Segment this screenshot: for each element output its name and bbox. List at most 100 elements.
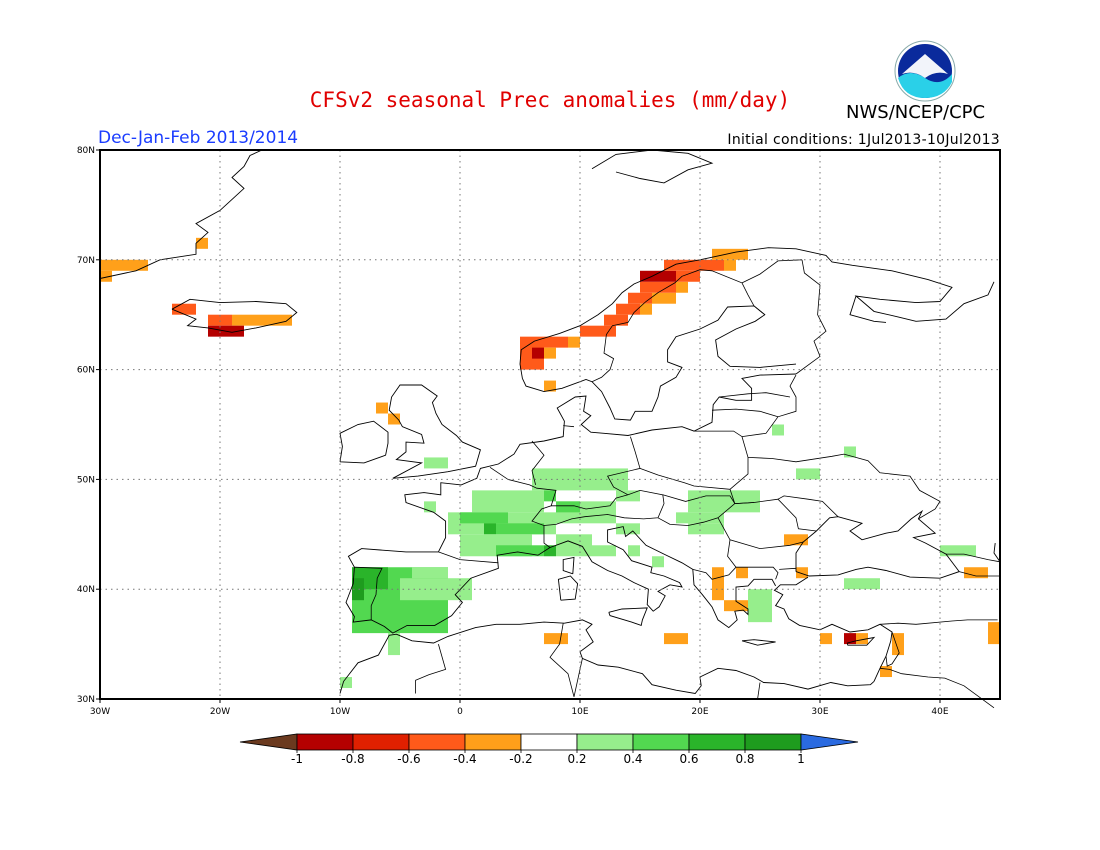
legend-box-2 (352, 733, 410, 751)
coastline-12 (562, 556, 575, 575)
chart-title: CFSv2 seasonal Prec anomalies (mm/day) (309, 88, 791, 112)
anomaly-cell-1 (100, 270, 112, 282)
initial-conditions-label: Initial conditions: 1Jul2013-10Jul2013 (727, 132, 1000, 148)
legend-label-4: -0.2 (509, 752, 532, 766)
anomaly-cell-35 (544, 490, 556, 502)
border-13 (736, 566, 779, 580)
border-10 (734, 502, 755, 504)
border-12 (692, 539, 737, 580)
border-5 (543, 489, 665, 526)
border-29 (573, 658, 583, 697)
border-23 (879, 619, 998, 625)
anomaly-cell-74 (892, 633, 904, 656)
season-label: Dec-Jan-Feb 2013/2014 (98, 128, 299, 148)
grid-lines (100, 150, 1000, 699)
coastline-17 (847, 636, 876, 646)
legend-box-4 (464, 733, 522, 751)
legend-arrow-left (239, 733, 298, 751)
legend-box-5 (520, 733, 578, 751)
anomaly-cell-55 (844, 578, 880, 590)
border-16 (741, 374, 797, 437)
anomaly-cell-22 (664, 259, 724, 271)
anomaly-cell-9 (544, 336, 568, 348)
anomaly-cell-14 (616, 303, 640, 315)
anomaly-cell-18 (640, 281, 676, 293)
coastline-3 (388, 384, 481, 479)
anomaly-cell-53 (844, 446, 856, 458)
legend-label-0: -1 (291, 752, 303, 766)
tick-label-lon-5: 20E (691, 707, 708, 717)
anomaly-cell-44 (592, 545, 616, 557)
coastline-1 (99, 149, 263, 279)
legend-arrow-right (800, 733, 859, 751)
anomaly-cell-62 (340, 677, 352, 689)
anomaly-cell-42 (544, 545, 556, 557)
tick-label-lat-1: 40N (77, 585, 95, 595)
border-24 (885, 631, 900, 667)
anomaly-cell-38 (616, 490, 640, 502)
anomaly-cell-27 (388, 413, 400, 425)
anomaly-cell-54 (940, 545, 976, 557)
anomaly-cell-17 (640, 303, 652, 315)
tick-label-lon-0: 30W (90, 707, 110, 717)
legend-labels: -1 -0.8 -0.6 -0.4 -0.2 0.2 0.4 0.6 0.8 1 (291, 750, 805, 766)
legend-box-8 (688, 733, 746, 751)
legend-box-3 (408, 733, 466, 751)
border-4 (563, 425, 575, 428)
anomaly-cell-5 (232, 314, 292, 326)
anomaly-cell-2 (196, 237, 208, 249)
anomaly-cell-61 (388, 633, 400, 656)
coastline-9 (549, 526, 776, 629)
border-15 (747, 453, 941, 520)
tick-label-lat-3: 60N (77, 366, 95, 376)
anomaly-cell-12 (580, 325, 616, 337)
border-30 (549, 623, 575, 697)
tick-label-lat-2: 50N (77, 475, 95, 485)
anomaly-cell-50 (688, 523, 724, 535)
anomaly-cell-10 (568, 336, 580, 348)
border-21 (741, 259, 803, 284)
anomaly-cell-4 (208, 314, 232, 326)
legend-box-7 (632, 733, 690, 751)
legend-label-8: 0.8 (735, 752, 754, 766)
anomaly-cell-46 (652, 556, 664, 568)
border-11 (717, 517, 804, 550)
tick-label-lat-4: 70N (77, 256, 95, 266)
anomaly-cell-20 (640, 270, 676, 282)
border-27 (946, 553, 1001, 563)
border-19 (795, 259, 827, 375)
anomaly-cell-13 (604, 314, 628, 326)
anomaly-cell-28 (424, 457, 448, 469)
anomaly-cell-73 (856, 633, 868, 645)
axis-ticks: 30W 20W 10W 0 10E 20E 30E 40E 30N 40N 50N 60N 70N 80N (77, 146, 949, 717)
anomaly-cell-37 (556, 501, 580, 513)
anomaly-cell-16 (652, 292, 676, 304)
coastline-11 (557, 575, 579, 601)
legend-label-3: -0.4 (453, 752, 476, 766)
legend-label-7: 0.6 (679, 752, 698, 766)
anomaly-cell-43 (556, 534, 592, 557)
anomaly-cell-70 (544, 633, 568, 645)
border-22 (777, 495, 839, 517)
border-26 (959, 571, 1000, 577)
tick-label-lon-3: 0 (457, 707, 463, 717)
anomaly-cell-41 (496, 545, 544, 557)
anomaly-cell-45 (628, 545, 640, 557)
legend-label-2: -0.6 (397, 752, 420, 766)
anomaly-cell-66 (724, 600, 748, 612)
anomaly-cell-77 (988, 622, 1000, 645)
anomaly-cell-8 (532, 347, 544, 359)
border-1 (354, 566, 383, 620)
coastline-8 (849, 295, 887, 323)
border-3 (531, 440, 545, 485)
anomaly-cell-60 (412, 567, 448, 579)
anomaly-cell-65 (712, 567, 724, 601)
coastline-16 (993, 543, 1001, 563)
border-31 (415, 643, 447, 694)
border-0 (438, 551, 499, 564)
anomaly-cell-71 (820, 633, 832, 645)
anomaly-cell-25 (544, 380, 556, 392)
legend-box-6 (576, 733, 634, 751)
coastline-2 (339, 420, 389, 464)
tick-label-lon-4: 10E (571, 707, 588, 717)
